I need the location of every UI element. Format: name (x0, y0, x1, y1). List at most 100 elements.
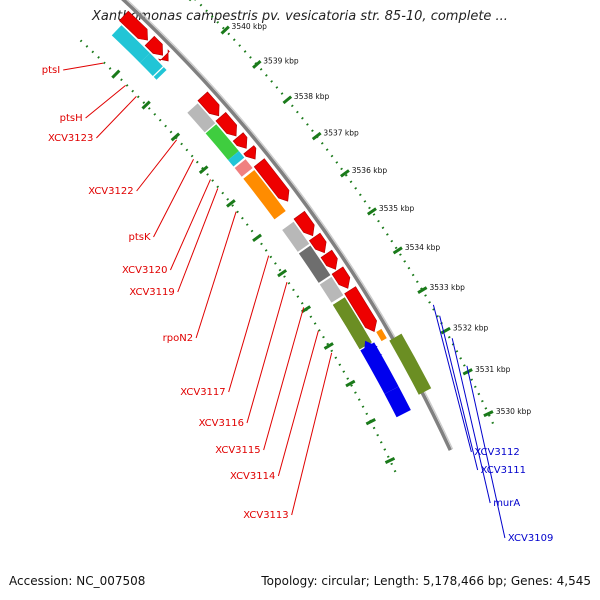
major-tick (141, 100, 151, 110)
tick-track-outer (194, 0, 497, 430)
gene-arrow-plus (331, 266, 351, 289)
gene-label[interactable]: XCV3117 (180, 387, 225, 398)
kbp-tick-label: 3531 kbp (475, 365, 511, 374)
gene-block (153, 67, 167, 80)
gene-arrow-plus (293, 210, 315, 237)
gene-label[interactable]: XCV3119 (129, 287, 174, 298)
gene-arrow-plus (197, 91, 220, 117)
kbp-tick-label: 3540 kbp (232, 22, 268, 31)
leader-line (153, 159, 194, 238)
leader-line (85, 84, 126, 119)
gene-block (111, 25, 150, 63)
gene-arrow-plus (157, 49, 170, 62)
topology-label: Topology: circular; Length: 5,178,466 bp… (261, 574, 591, 588)
leader-line (291, 352, 333, 516)
major-tick (111, 69, 121, 79)
leader-line (96, 96, 137, 139)
major-tick (252, 233, 262, 243)
major-tick (462, 368, 473, 376)
kbp-tick-label: 3530 kbp (496, 407, 532, 416)
gene-label[interactable]: ptsI (42, 65, 60, 76)
gene-label[interactable]: XCV3116 (199, 418, 244, 429)
leader-line (263, 307, 305, 451)
major-ticks-inner (111, 69, 396, 464)
leader-line (246, 281, 288, 424)
major-tick (365, 418, 376, 426)
major-tick (323, 342, 334, 350)
gene-label[interactable]: XCV3122 (88, 186, 133, 197)
gene-block (298, 245, 331, 283)
major-tick (366, 207, 377, 216)
gene-block (389, 333, 432, 395)
major-tick (417, 286, 428, 294)
gene-block (282, 221, 310, 252)
backbone (121, 0, 454, 451)
major-tick (300, 305, 312, 314)
gene-arrow-plus (144, 35, 163, 56)
major-tick (340, 169, 350, 178)
kbp-tick-label: 3536 kbp (352, 166, 388, 175)
gene-arrow-plus (232, 132, 248, 149)
gene-label[interactable]: XCV3112 (474, 447, 519, 458)
gene-arrow-plus (253, 158, 290, 202)
gene-label[interactable]: XCV3123 (48, 133, 93, 144)
major-tick (220, 25, 230, 35)
gene-color-blocks (111, 25, 432, 418)
major-tick (440, 326, 451, 335)
leader-line (439, 315, 479, 471)
gene-label[interactable]: murA (493, 498, 520, 509)
gene-arrow-minus (363, 340, 378, 355)
gene-label[interactable]: XCV3113 (243, 510, 288, 521)
gene-block (205, 124, 239, 160)
leader-line (63, 62, 104, 71)
leader-line (177, 188, 219, 293)
gene-arrow-minus (368, 352, 383, 363)
leader-line (228, 255, 270, 393)
gene-arrow-plus (344, 286, 377, 332)
leader-line (451, 338, 491, 504)
leader-line (466, 365, 506, 539)
gene-block (376, 328, 387, 342)
gene-label[interactable]: XCV3114 (230, 471, 275, 482)
gene-arrow-plus (215, 111, 237, 137)
gene-label[interactable]: rpoN2 (163, 333, 193, 344)
gene-label[interactable]: ptsH (60, 113, 83, 124)
gene-block (243, 170, 286, 220)
leader-line (195, 211, 237, 339)
kbp-tick-label: 3539 kbp (263, 56, 299, 65)
gene-block (319, 276, 344, 303)
gene-label[interactable]: XCV3109 (508, 533, 553, 544)
major-tick (226, 199, 236, 208)
major-tick (392, 246, 403, 255)
gene-label[interactable]: XCV3120 (122, 265, 167, 276)
gene-block (228, 151, 245, 167)
major-tick (252, 60, 262, 69)
kbp-tick-label: 3534 kbp (405, 243, 441, 252)
gene-arrows (118, 10, 383, 363)
leader-line (136, 139, 178, 192)
gene-arrow-plus (320, 249, 338, 270)
gene-block (384, 386, 411, 418)
gene-arrow-plus (118, 10, 148, 41)
gene-block (234, 159, 253, 177)
kbp-tick-label: 3535 kbp (379, 204, 415, 213)
gene-arrow-plus (243, 145, 257, 160)
major-tick (277, 269, 288, 278)
gene-label[interactable]: ptsK (128, 232, 150, 243)
leader-line (277, 330, 319, 477)
major-ticks-outer (188, 0, 494, 418)
gene-label[interactable]: XCV3111 (481, 465, 526, 476)
major-tick (345, 379, 356, 388)
gene-label[interactable]: XCV3115 (215, 445, 260, 456)
leader-line (432, 304, 472, 453)
kbp-tick-label: 3537 kbp (323, 128, 359, 137)
major-tick (311, 131, 322, 141)
gene-block (332, 297, 372, 350)
map-title: Xanthomonas campestris pv. vesicatoria s… (92, 9, 508, 24)
kbp-tick-label: 3538 kbp (294, 92, 330, 101)
gene-arrow-plus (308, 232, 327, 254)
leader-line (169, 179, 211, 271)
label-leader-lines (63, 62, 506, 539)
